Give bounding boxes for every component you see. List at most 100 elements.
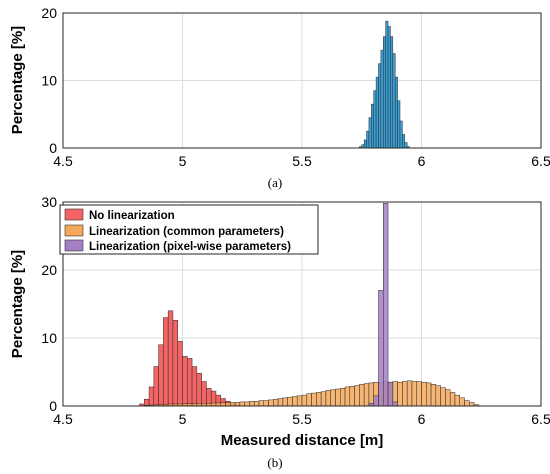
panel-b-bar-linearization-common-parameters-6-10 xyxy=(445,389,451,407)
panel-a-bar-series-5-77 xyxy=(366,130,370,149)
panel-a-y-tick-10: 10 xyxy=(41,73,57,89)
panel-a-bar-series-5-92 xyxy=(402,134,406,149)
panel-b-bar-linearization-common-parameters-5-62 xyxy=(330,389,336,407)
panel-b-bar-linearization-common-parameters-5-44 xyxy=(287,396,293,407)
panel-b-bar-linearization-common-parameters-5-48 xyxy=(296,395,303,407)
panel-b-bars-no-linearization xyxy=(139,310,241,407)
panel-a-histogram: 4.5 5 5.5 6 6.5 0 10 20 Percentage [%] (a) xyxy=(9,5,550,190)
panel-a-bar-series-5-86 xyxy=(387,26,391,149)
panel-b-bar-linearization-common-parameters-5-40 xyxy=(277,398,284,407)
panel-b-x-tick-5-5: 5.5 xyxy=(292,411,312,427)
panel-b-bar-linearization-common-parameters-5-56 xyxy=(316,392,322,407)
panel-a-y-tick-0: 0 xyxy=(49,140,57,156)
panel-b-bar-no-linearization-4-92 xyxy=(163,317,169,407)
panel-b-bar-linearization-common-parameters-5-76 xyxy=(363,383,370,407)
panel-b-bar-linearization-common-parameters-5-16 xyxy=(220,402,226,407)
panel-b-bar-linearization-common-parameters-5-68 xyxy=(344,386,351,407)
panel-a-x-tick-4-5: 4.5 xyxy=(53,153,73,169)
panel-b-bar-no-linearization-5-08 xyxy=(201,381,207,407)
legend-swatch-no-linearization xyxy=(64,208,84,221)
panel-b-x-tick-6: 6 xyxy=(418,411,426,427)
panel-a-y-tick-labels: 0 10 20 xyxy=(41,5,57,156)
panel-a-bars xyxy=(359,20,410,149)
panel-a-x-tick-labels: 4.5 5 5.5 6 6.5 xyxy=(53,153,550,169)
panel-b-bar-linearization-common-parameters-5-90 xyxy=(397,381,403,407)
panel-b-bar-linearization-common-parameters-5-22 xyxy=(234,402,241,407)
panel-b-bar-linearization-common-parameters-6-06 xyxy=(435,385,441,407)
panel-b-axes-frame xyxy=(62,201,542,407)
panel-b-bar-linearization-common-parameters-5-20 xyxy=(230,402,236,407)
panel-b-bar-linearization-common-parameters-5-78 xyxy=(368,382,374,407)
panel-b-bar-linearization-common-parameters-6-04 xyxy=(430,383,437,407)
panel-b-bar-linearization-common-parameters-5-74 xyxy=(359,383,365,407)
panel-b-x-axis-label: Measured distance [m] xyxy=(221,432,384,449)
panel-b-bar-linearization-common-parameters-5-46 xyxy=(292,396,298,407)
panel-b-bar-linearization-common-parameters-5-30 xyxy=(253,400,260,407)
panel-b-bar-no-linearization-5-00 xyxy=(182,356,188,407)
panel-b-bar-linearization-common-parameters-6-14 xyxy=(454,394,460,407)
panel-a-bar-series-5-91 xyxy=(399,120,403,149)
panel-a-bar-series-5-76 xyxy=(363,139,367,149)
panel-b-bar-no-linearization-5-04 xyxy=(191,366,198,407)
panel-a-bar-series-5-80 xyxy=(373,90,377,149)
panel-b-bar-linearization-common-parameters-5-24 xyxy=(239,401,245,407)
panel-b-bar-no-linearization-4-88 xyxy=(153,366,159,407)
panel-a-x-tick-5-5: 5.5 xyxy=(292,153,312,169)
panel-a-bar-series-5-85 xyxy=(385,20,389,149)
panel-b-legend: No linearization Linearization (common p… xyxy=(59,204,319,255)
panel-b-y-tick-0: 0 xyxy=(49,398,57,414)
panel-b-bar-linearization-common-parameters-6-00 xyxy=(421,381,427,407)
panel-b-bar-linearization-common-parameters-5-96 xyxy=(411,381,417,407)
panel-b-bar-linearization-pixel-wise-parameters-5-88 xyxy=(392,401,398,407)
panel-b-bar-linearization-common-parameters-6-02 xyxy=(426,382,432,407)
panel-a-y-axis-label: Percentage [%] xyxy=(9,26,26,134)
panel-b-bar-linearization-common-parameters-5-18 xyxy=(225,402,231,407)
legend-label-no-linearization: No linearization xyxy=(89,210,175,222)
panel-b-histogram: 4.5 5 5.5 6 6.5 0 10 20 30 Percentage [%] Measu… xyxy=(9,194,550,470)
panel-b-bar-linearization-common-parameters-6-18 xyxy=(464,400,470,407)
panel-b-bar-linearization-common-parameters-5-72 xyxy=(354,385,360,407)
panel-b-bar-linearization-common-parameters-5-32 xyxy=(258,400,265,407)
panel-b-x-tick-4-5: 4.5 xyxy=(53,411,73,427)
panel-b-y-tick-30: 30 xyxy=(41,194,57,210)
panel-b-bar-linearization-common-parameters-5-52 xyxy=(306,393,312,407)
panel-b-bar-linearization-common-parameters-5-66 xyxy=(339,388,346,407)
panel-a-bar-series-5-87 xyxy=(390,36,394,149)
legend-label-pixel-wise-parameters: Linearization (pixel-wise parameters) xyxy=(89,241,291,253)
panel-b-bar-linearization-common-parameters-5-60 xyxy=(325,390,331,407)
legend-swatch-pixel-wise-parameters xyxy=(64,239,84,252)
panel-b-bar-linearization-common-parameters-5-26 xyxy=(244,401,250,407)
panel-b-x-tick-5: 5 xyxy=(179,411,187,427)
panel-b-bar-linearization-pixel-wise-parameters-5-84 xyxy=(383,203,389,407)
panel-a-bar-series-5-89 xyxy=(394,76,398,149)
panel-a-axes-frame xyxy=(62,12,542,149)
panel-a-bar-series-5-83 xyxy=(380,49,384,149)
panel-b-x-tick-labels: 4.5 5 5.5 6 6.5 xyxy=(53,411,550,427)
panel-a-bar-series-5-88 xyxy=(392,53,396,149)
panel-b-bar-linearization-common-parameters-5-36 xyxy=(268,399,274,407)
panel-b-x-tick-6-5: 6.5 xyxy=(531,411,550,427)
panel-b-bar-linearization-common-parameters-6-08 xyxy=(440,387,446,407)
panel-b-bar-no-linearization-5-06 xyxy=(196,373,202,407)
panel-a-bar-series-5-82 xyxy=(378,63,382,149)
panel-b-bar-linearization-common-parameters-5-54 xyxy=(311,392,317,407)
panel-b-caption: (b) xyxy=(267,455,282,470)
legend-box xyxy=(59,204,319,255)
panel-b-y-tick-labels: 0 10 20 30 xyxy=(41,194,57,414)
panel-b-bar-linearization-common-parameters-5-94 xyxy=(406,380,413,407)
panel-b-bar-linearization-common-parameters-6-16 xyxy=(459,397,465,407)
panel-a-x-tick-6-5: 6.5 xyxy=(531,153,550,169)
panel-b-bar-linearization-common-parameters-5-50 xyxy=(301,394,308,407)
panel-b-bar-no-linearization-4-90 xyxy=(158,344,164,407)
panel-b-bar-linearization-common-parameters-5-34 xyxy=(263,400,269,407)
panel-b-bar-linearization-pixel-wise-parameters-5-86 xyxy=(387,381,394,407)
panel-b-bar-linearization-common-parameters-5-38 xyxy=(273,398,279,407)
panel-b-y-axis-label: Percentage [%] xyxy=(9,250,26,358)
panel-b-bar-linearization-common-parameters-5-28 xyxy=(249,400,255,407)
panel-b-bar-linearization-pixel-wise-parameters-5-82 xyxy=(378,290,384,407)
panel-a-x-tick-5: 5 xyxy=(179,153,187,169)
panel-a-x-tick-6: 6 xyxy=(418,153,426,169)
panel-b-bar-no-linearization-4-96 xyxy=(172,320,178,407)
panel-b-bar-linearization-pixel-wise-parameters-5-80 xyxy=(373,395,379,407)
